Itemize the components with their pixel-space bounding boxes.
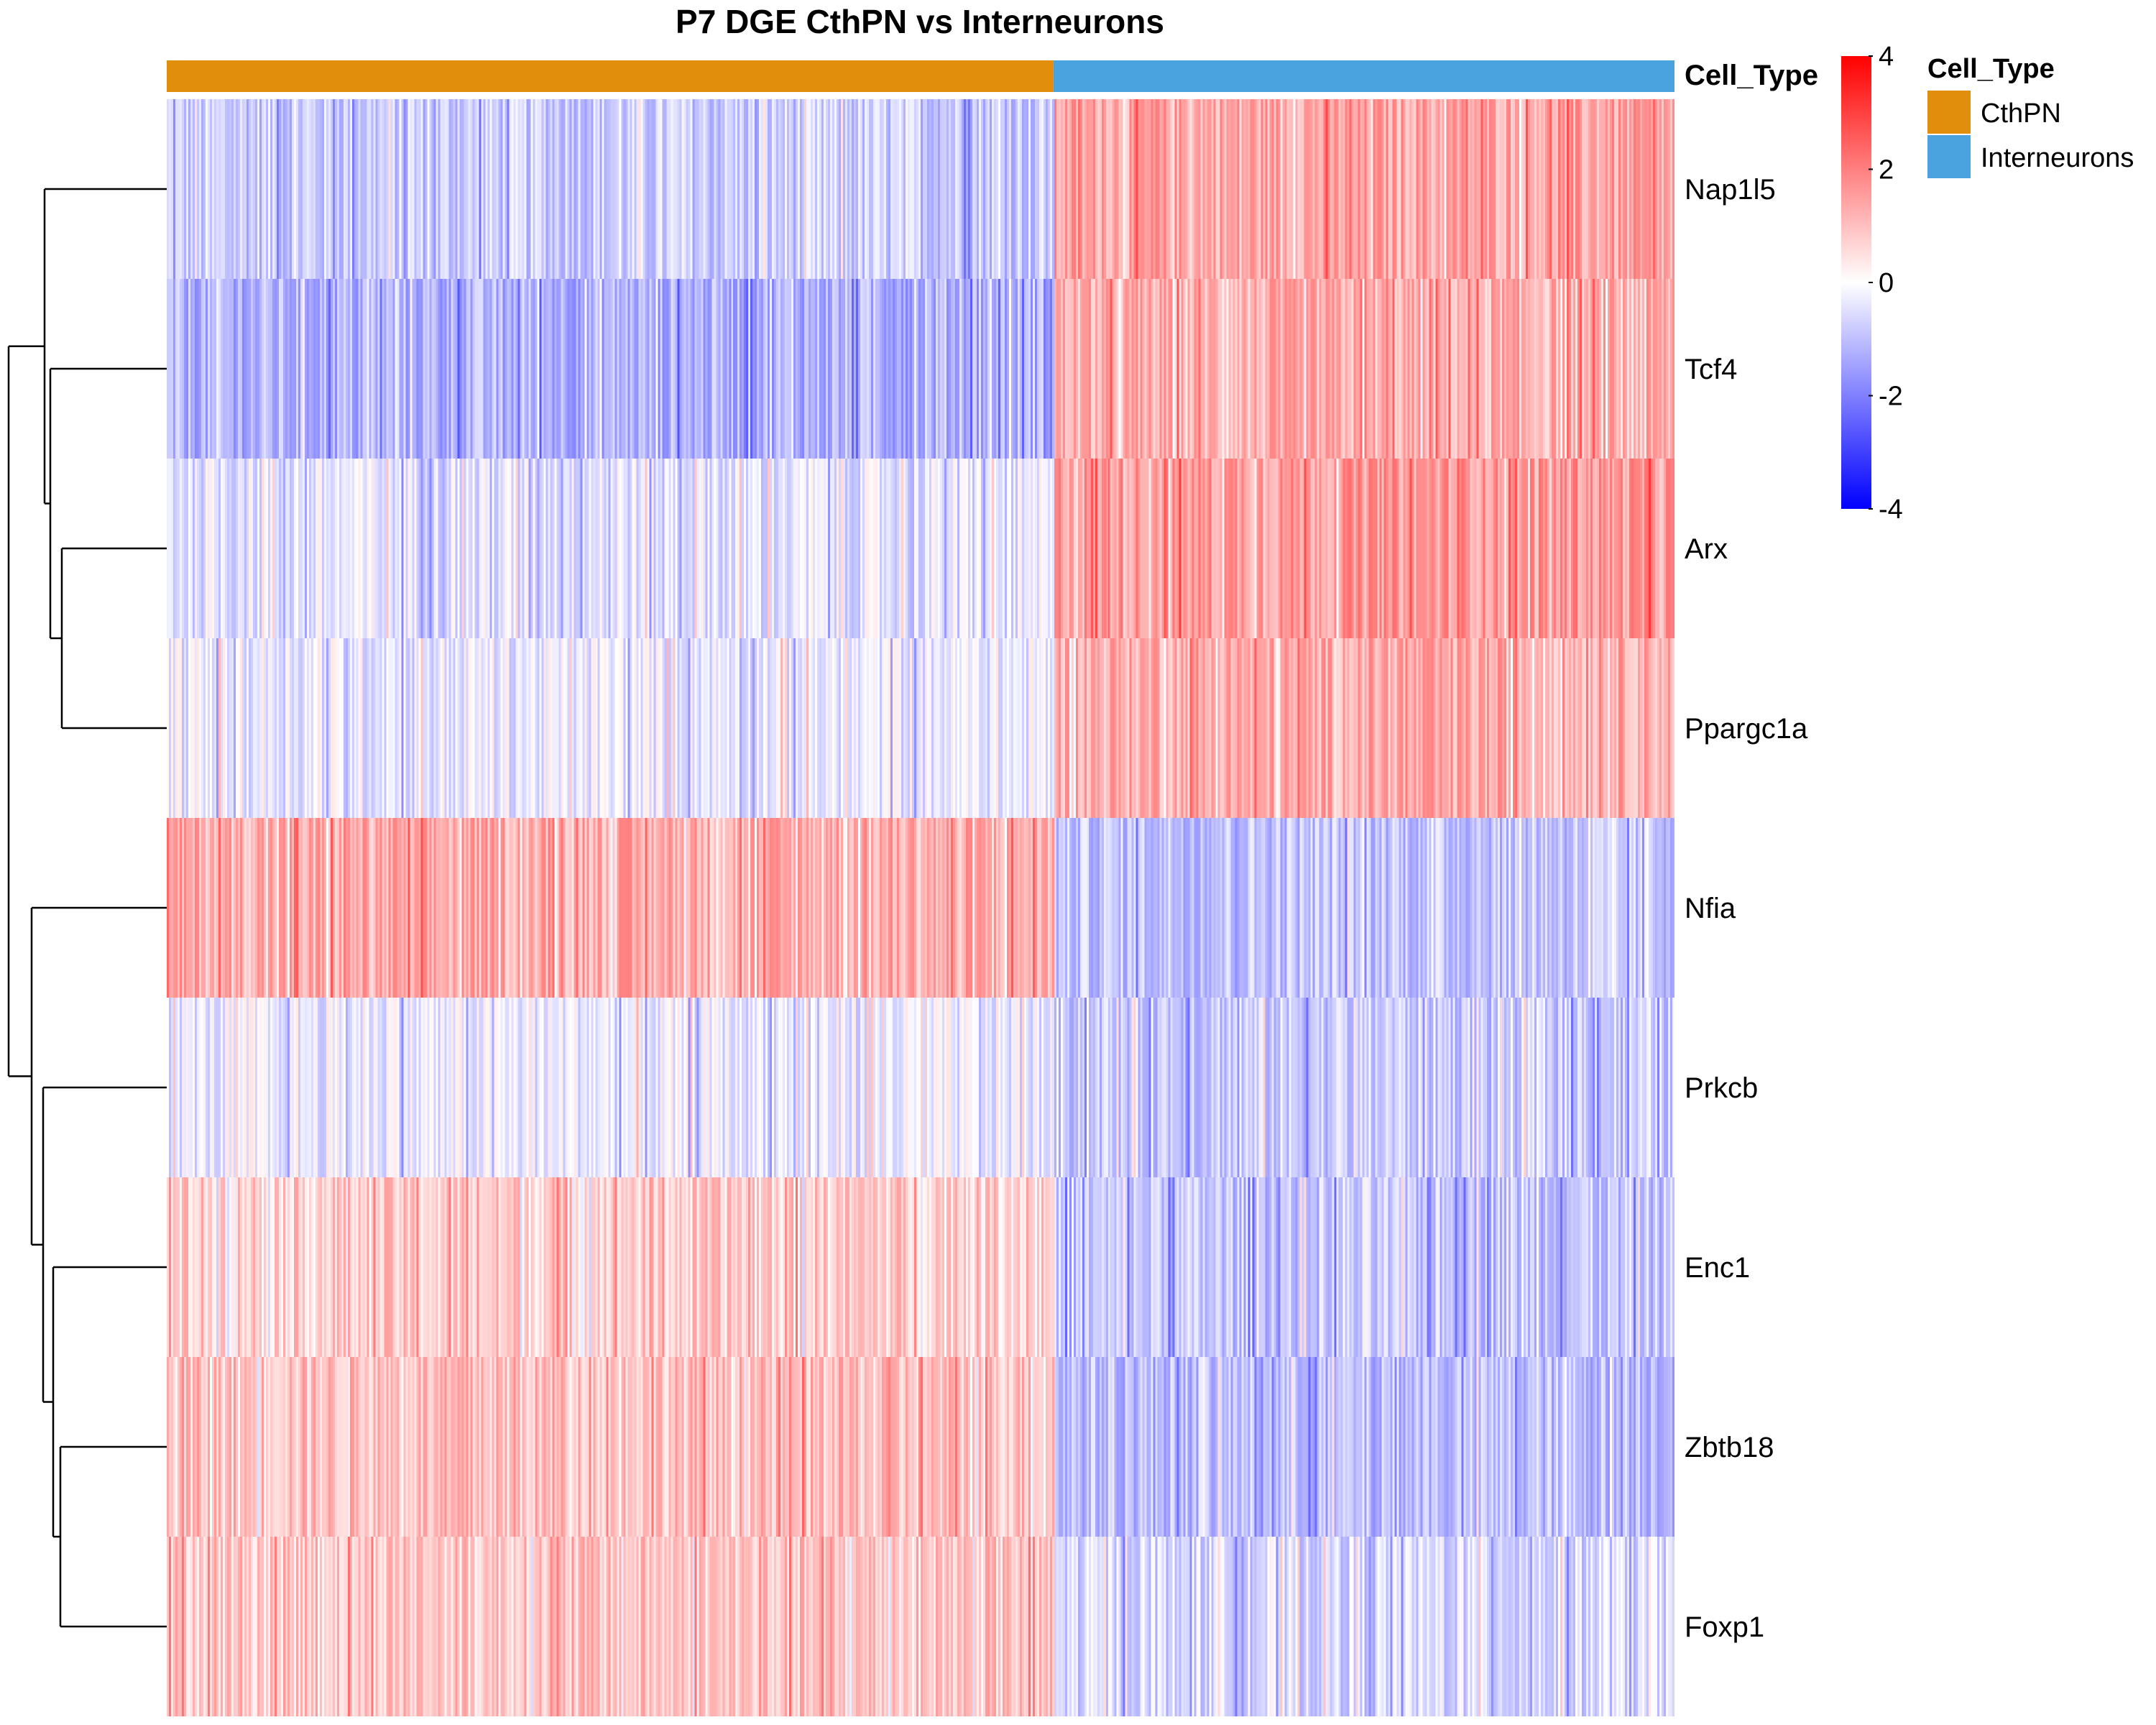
row-label-foxp1: Foxp1 <box>1685 1611 1764 1643</box>
heatmap-row-ppargc1a <box>167 638 1674 818</box>
row-label-zbtb18: Zbtb18 <box>1685 1432 1774 1463</box>
chart-title: P7 DGE CthPN vs Interneurons <box>676 3 1164 40</box>
legend-label-cthpn: CthPN <box>1981 98 2061 129</box>
scale-tick-label: -4 <box>1879 494 1903 525</box>
annotation-track-label: Cell_Type <box>1685 60 1818 91</box>
cell-type-annotation-bar <box>167 60 1674 92</box>
heatmap-row-foxp1 <box>167 1537 1674 1716</box>
scale-tick-label: 2 <box>1879 155 1894 185</box>
legend-label-interneurons: Interneurons <box>1981 143 2134 173</box>
heatmap-row-nfia <box>167 818 1674 998</box>
heatmap-row-prkcb <box>167 998 1674 1177</box>
row-label-ppargc1a: Ppargc1a <box>1685 713 1808 745</box>
annotation-legend-items: CthPN Interneurons <box>1927 91 2134 178</box>
heatmap-row-arx <box>167 459 1674 638</box>
row-label-nfia: Nfia <box>1685 893 1736 924</box>
scale-tick-label: -2 <box>1879 382 1903 412</box>
heatmap-row-tcf4 <box>167 279 1674 459</box>
legend-swatch-interneurons <box>1927 135 1971 178</box>
scale-tick-label: 0 <box>1879 268 1894 298</box>
heatmap-row-enc1 <box>167 1177 1674 1357</box>
row-label-prkcb: Prkcb <box>1685 1072 1758 1104</box>
scale-tick-label: 4 <box>1879 42 1894 72</box>
row-label-arx: Arx <box>1685 533 1728 565</box>
row-label-tcf4: Tcf4 <box>1685 354 1737 385</box>
row-labels: Nap1l5 Tcf4 Arx Ppargc1a Nfia Prkcb Enc1 Zbtb18… <box>1685 174 1808 1643</box>
heatmap-row-nap1l5 <box>167 99 1674 279</box>
annotation-legend: Cell_Type CthPN Interneurons <box>1927 54 2134 178</box>
legend-swatch-cthpn <box>1927 91 1971 134</box>
color-scale-bar <box>1841 56 1871 509</box>
heatmap-row-zbtb18 <box>167 1357 1674 1537</box>
heatmap-cells <box>167 99 1674 1716</box>
row-label-enc1: Enc1 <box>1685 1252 1750 1284</box>
annotation-segment-interneurons <box>1053 60 1674 92</box>
annotation-legend-title: Cell_Type <box>1927 54 2055 84</box>
color-scale-legend: 4 2 0 -2 -4 <box>1841 42 1903 525</box>
annotation-segment-cthpn <box>167 60 1054 92</box>
row-dendrogram <box>7 188 167 1628</box>
color-scale-ticks: 4 2 0 -2 -4 <box>1869 42 1903 525</box>
row-label-nap1l5: Nap1l5 <box>1685 174 1776 206</box>
